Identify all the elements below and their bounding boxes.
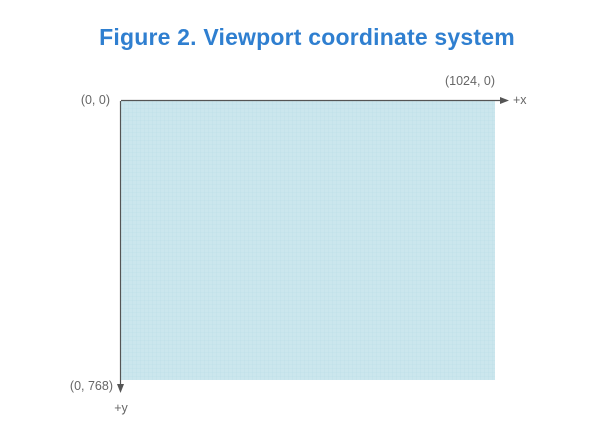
origin-label: (0, 0) (81, 93, 110, 107)
y-axis-arrow-icon (117, 384, 124, 393)
bottom-left-label: (0, 768) (70, 379, 113, 393)
y-axis-label: +y (114, 401, 128, 415)
top-right-label: (1024, 0) (445, 74, 495, 88)
figure-title: Figure 2. Viewport coordinate system (99, 24, 515, 50)
viewport-grid (121, 101, 495, 380)
x-axis-arrow-icon (500, 97, 509, 104)
x-axis-label: +x (513, 93, 527, 107)
